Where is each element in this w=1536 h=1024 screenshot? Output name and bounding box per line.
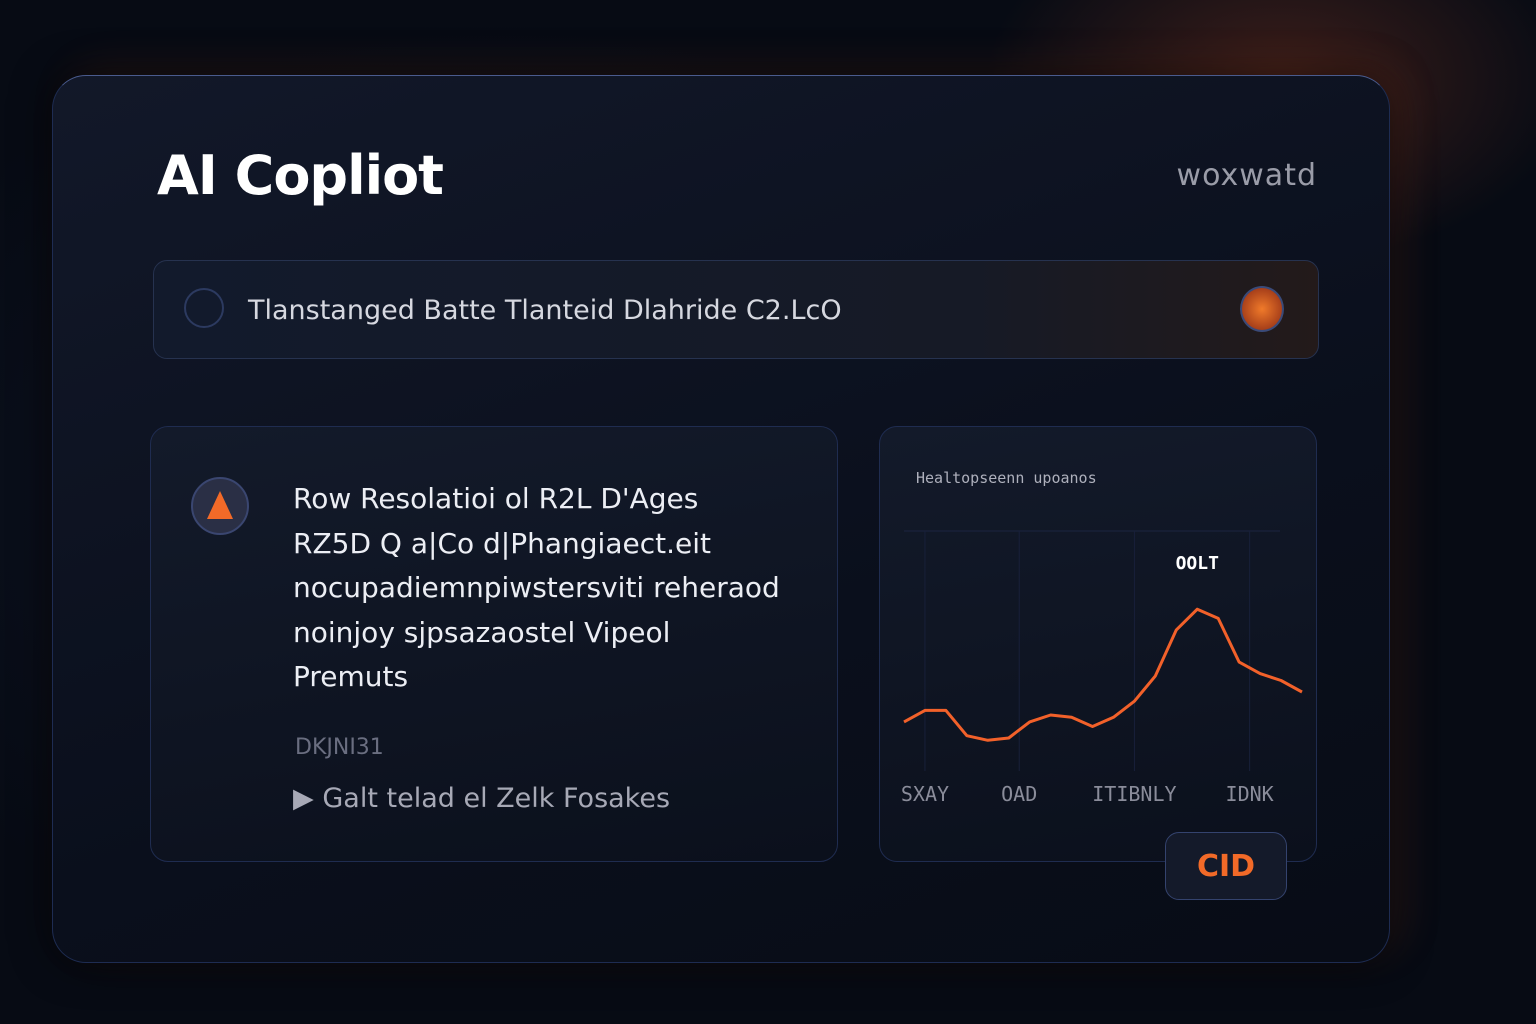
chart-title: Healtopseenn upoanos: [916, 469, 1097, 487]
search-text: Tlanstanged Batte Tlanteid Dlahride C2.L…: [248, 295, 842, 326]
alert-line: Premuts: [293, 660, 409, 693]
cid-button[interactable]: CID: [1165, 832, 1287, 900]
alert-line: noinjoy sjpsazaostel Vipeol: [293, 615, 671, 649]
search-icon: [184, 288, 224, 328]
search-bar[interactable]: Tlanstanged Batte Tlanteid Dlahride C2.L…: [153, 260, 1319, 359]
title: AI Copliot: [157, 144, 444, 207]
alert-icon: [191, 477, 249, 535]
alert-link-text: Galt telad el Zelk Fosakes: [322, 783, 671, 814]
alert-line: RZ5D Q a|Co d|Phangiaect.eit: [293, 526, 711, 560]
alert-line: Row Resolatioi ol R2L D'Ages: [293, 482, 699, 515]
copilot-card: AI Copliot woxwatd Tlanstanged Batte Tla…: [52, 75, 1390, 963]
warning-glyph: [207, 491, 233, 519]
alert-link[interactable]: ▶ Galt telad el Zelk Fosakes: [293, 783, 671, 814]
badge: woxwatd: [1176, 158, 1317, 193]
x-tick-label: OAD: [1001, 782, 1037, 806]
alert-line: nocupadiemnpiwstersviti reheraod: [293, 571, 780, 604]
peak-annotation: OOLT: [1176, 553, 1220, 574]
alert-panel: Row Resolatioi ol R2L D'Ages RZ5D Q a|Co …: [150, 426, 838, 862]
chart-panel: Healtopseenn upoanos SXAY OAD ITIBNLY IDNK O…: [879, 426, 1317, 862]
assistant-orb[interactable]: [1240, 286, 1284, 332]
chart: Healtopseenn upoanos SXAY OAD ITIBNLY IDNK O…: [901, 469, 1303, 806]
alert-meta: DKJNI31: [295, 735, 384, 760]
x-tick-label: IDNK: [1226, 782, 1274, 806]
alert-text: Row Resolatioi ol R2L D'Ages RZ5D Q a|Co …: [293, 477, 780, 700]
trend-line: [903, 607, 1303, 742]
x-tick-label: SXAY: [901, 782, 949, 806]
x-tick-label: ITIBNLY: [1092, 782, 1176, 806]
